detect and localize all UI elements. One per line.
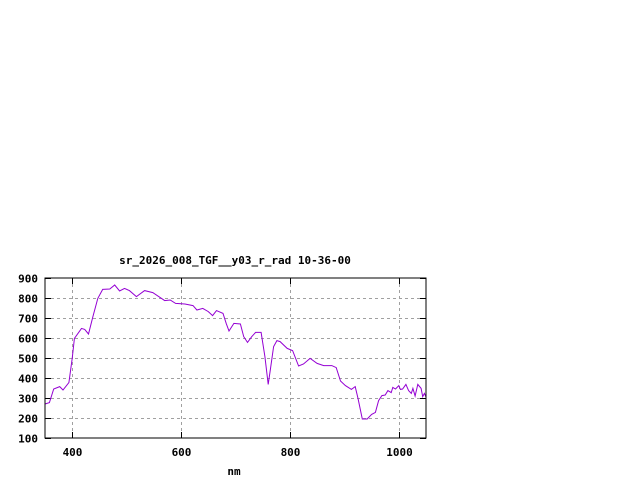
tick-labels: 100 200 300 400 500 600 700 800 900 400 600 800 1000 (18, 273, 413, 460)
x-axis-label: nm (227, 465, 241, 478)
y-tick-label: 500 (18, 353, 38, 366)
ticks (45, 278, 426, 439)
series-line (44, 284, 427, 420)
y-tick-label: 600 (18, 333, 38, 346)
y-tick-label: 300 (18, 393, 38, 406)
y-tick-label: 900 (18, 273, 38, 286)
y-tick-label: 700 (18, 313, 38, 326)
grid (45, 278, 426, 438)
x-tick-label: 1000 (386, 446, 413, 459)
x-tick-label: 800 (281, 446, 301, 459)
plot-frame (44, 277, 427, 439)
chart-title: sr_2026_008_TGF__y03_r_rad 10-36-00 (119, 254, 351, 267)
y-tick-label: 800 (18, 293, 38, 306)
y-tick-label: 100 (18, 433, 38, 446)
x-tick-label: 600 (172, 446, 192, 459)
y-tick-label: 400 (18, 373, 38, 386)
y-tick-label: 200 (18, 413, 38, 426)
x-tick-label: 400 (63, 446, 83, 459)
